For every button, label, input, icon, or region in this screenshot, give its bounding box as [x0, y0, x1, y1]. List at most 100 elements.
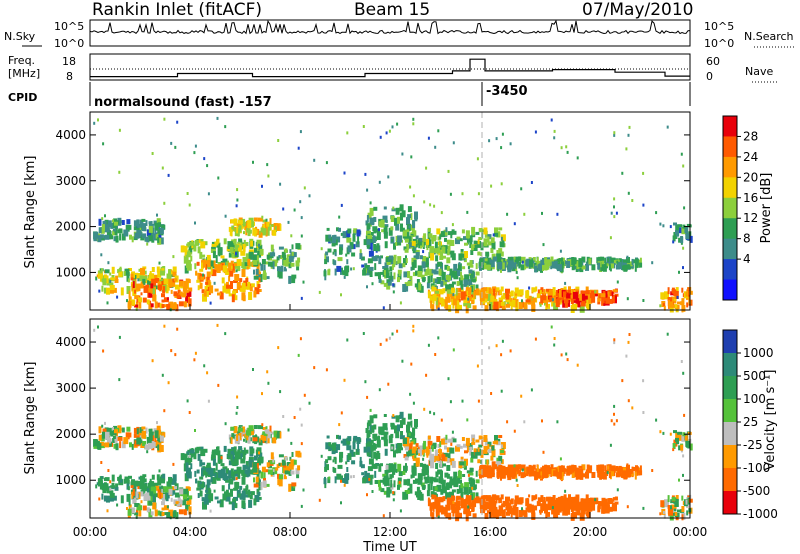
power-echo	[123, 271, 126, 276]
power-echo	[539, 301, 543, 305]
power-echo	[677, 224, 683, 228]
power-echo	[678, 270, 680, 274]
velocity-echo	[483, 470, 488, 478]
velocity-echo	[683, 413, 686, 417]
velocity-echo	[248, 459, 254, 468]
velocity-echo	[628, 469, 633, 474]
velocity-echo	[639, 465, 642, 471]
velocity-echo	[126, 426, 131, 432]
power-echo	[263, 224, 265, 229]
velocity-echo	[688, 498, 693, 503]
power-echo	[253, 275, 259, 280]
velocity-echo	[172, 474, 177, 482]
velocity-echo	[362, 477, 367, 484]
power-echo	[183, 301, 187, 308]
power-echo	[142, 223, 146, 232]
power-echo	[139, 219, 144, 226]
power-echo	[166, 304, 171, 310]
velocity-echo	[156, 510, 161, 516]
velocity-echo	[628, 472, 634, 477]
velocity-echo	[456, 495, 460, 500]
velocity-echo	[458, 469, 461, 473]
velocity-echo	[174, 486, 177, 490]
velocity-echo	[547, 511, 550, 517]
velocity-echo	[607, 465, 610, 470]
velocity-echo	[163, 505, 169, 511]
power-echo	[651, 261, 654, 265]
power-echo	[414, 243, 418, 248]
power-echo	[161, 304, 165, 308]
power-echo	[437, 236, 441, 241]
power-echo	[340, 293, 342, 297]
power-echo	[378, 256, 382, 265]
velocity-echo	[180, 453, 184, 461]
power-echo	[127, 278, 130, 283]
velocity-echo	[402, 491, 407, 500]
power-echo	[183, 255, 187, 264]
power-echo	[664, 291, 669, 300]
power-echo	[670, 296, 674, 302]
power-echo	[460, 275, 464, 281]
power-echo	[118, 128, 121, 132]
power-echo	[210, 260, 215, 269]
power-echo	[116, 295, 119, 299]
velocity-echo	[260, 481, 263, 490]
power-echo	[506, 303, 510, 308]
power-echo	[456, 292, 460, 301]
velocity-echo	[529, 467, 533, 476]
noise-trace	[89, 19, 691, 35]
power-echo	[655, 211, 658, 215]
velocity-echo	[326, 464, 329, 471]
velocity-echo	[577, 507, 581, 516]
power-echo	[426, 282, 430, 289]
velocity-echo	[361, 472, 365, 476]
velocity-echo	[493, 464, 498, 470]
power-echo	[514, 261, 517, 269]
velocity-echo	[106, 509, 109, 513]
power-echo	[444, 264, 449, 270]
velocity-echo	[339, 455, 343, 462]
velocity-echo	[639, 470, 643, 476]
velocity-echo	[109, 490, 114, 495]
velocity-echo	[175, 501, 179, 505]
velocity-echo	[396, 329, 399, 333]
power-echo	[346, 131, 349, 135]
velocity-echo	[240, 448, 243, 454]
velocity-echo	[440, 488, 444, 495]
power-echo	[591, 294, 596, 303]
power-echo	[220, 248, 223, 252]
velocity-echo	[433, 412, 436, 416]
power-echo	[124, 268, 130, 276]
power-echo	[572, 291, 577, 299]
velocity-echo	[412, 427, 415, 436]
velocity-echo	[202, 468, 206, 476]
power-echo	[514, 292, 518, 296]
velocity-echo	[591, 472, 596, 478]
power-echo	[155, 233, 159, 239]
velocity-echo	[277, 346, 280, 350]
power-echo	[133, 226, 137, 231]
velocity-echo	[383, 439, 388, 447]
power-echo	[399, 301, 402, 305]
velocity-echo	[174, 353, 177, 357]
velocity-echo	[151, 474, 155, 480]
power-echo	[104, 214, 106, 218]
velocity-echo	[406, 424, 410, 433]
power-echo	[667, 297, 671, 301]
velocity-echo	[151, 441, 156, 448]
power-echo	[114, 279, 119, 283]
velocity-echo	[237, 427, 243, 432]
velocity-echo	[383, 477, 386, 483]
velocity-echo	[134, 497, 137, 502]
power-echo	[526, 258, 531, 267]
power-echo	[453, 271, 459, 280]
velocity-echo	[347, 436, 352, 442]
velocity-echo	[613, 422, 616, 426]
power-echo	[423, 240, 426, 246]
power-echo	[601, 298, 605, 304]
velocity-echo	[386, 469, 391, 473]
power-echo	[546, 300, 548, 308]
power-echo	[254, 287, 260, 295]
